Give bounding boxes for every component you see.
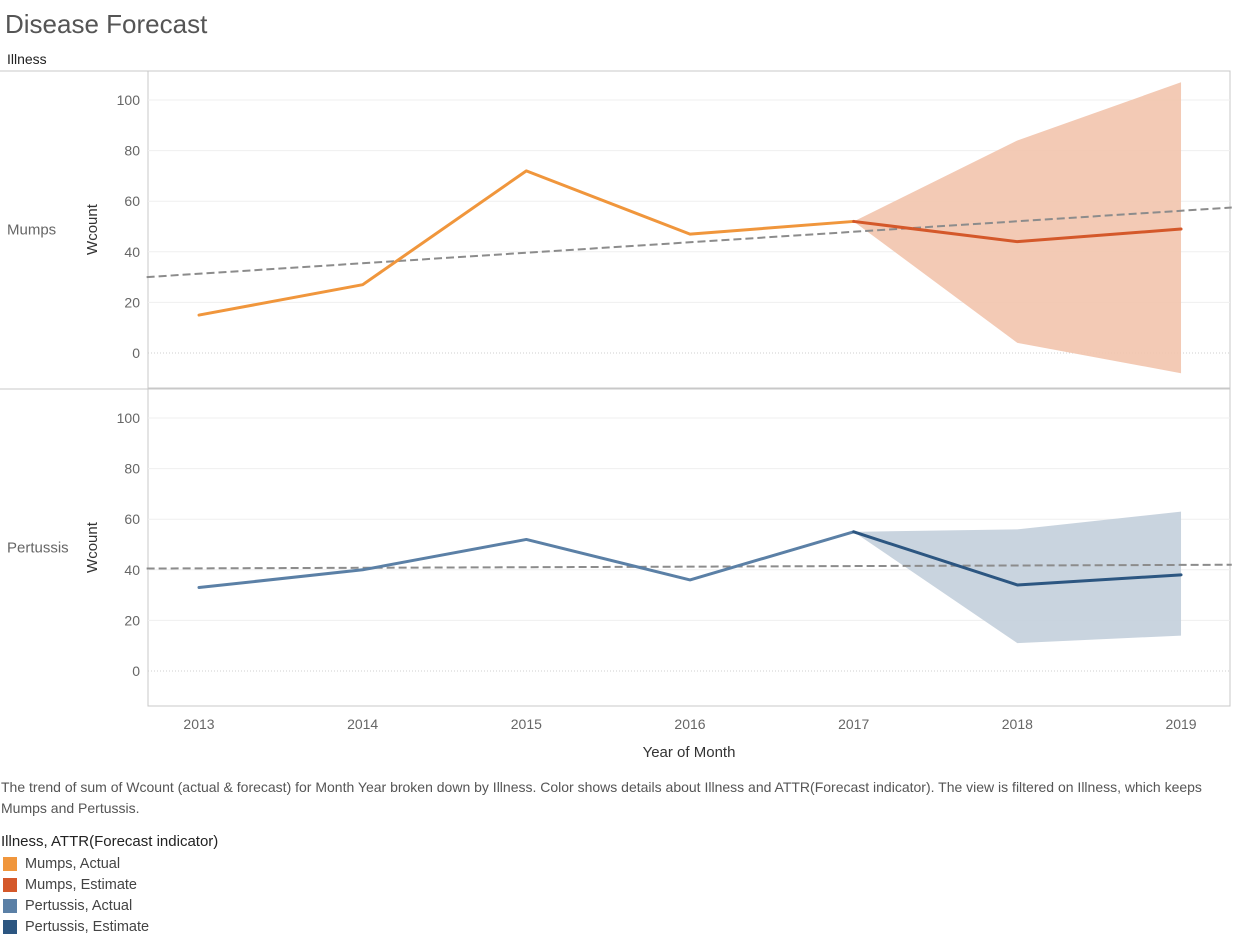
chart-caption: The trend of sum of Wcount (actual & for… <box>1 779 1202 816</box>
trend-line <box>146 206 1232 279</box>
y-tick-label: 0 <box>132 345 140 361</box>
forecast-band <box>853 82 1182 374</box>
y-tick-label: 20 <box>124 612 140 628</box>
series-line-estimate <box>852 530 1183 587</box>
y-tick-label: 60 <box>124 193 140 209</box>
panel-frame <box>147 70 1231 389</box>
legend-label: Pertussis, Estimate <box>25 918 150 935</box>
series-line-estimate <box>852 219 1183 244</box>
panel-pertussis: 0 20 40 60 80 100 Pertussis Wcount <box>0 388 1232 707</box>
row-header-mumps: Mumps <box>7 222 56 239</box>
panel-frame <box>147 388 1231 707</box>
y-tick-label: 80 <box>124 143 140 159</box>
x-tick-label: 2018 <box>1002 716 1033 732</box>
x-tick-label: 2019 <box>1165 716 1196 732</box>
trend-line <box>146 563 1232 570</box>
legend-item[interactable]: Mumps, Estimate <box>1 874 218 895</box>
y-tick-label: 60 <box>124 511 140 527</box>
x-axis-label: Year of Month <box>643 744 736 761</box>
x-tick-label: 2015 <box>511 716 542 732</box>
legend-item[interactable]: Pertussis, Estimate <box>1 916 218 937</box>
forecast-chart: 0 20 40 60 80 100 Mumps Wcount 0 20 40 60 80 100 Pertu… <box>0 70 1232 761</box>
legend-swatch <box>3 877 17 892</box>
chart-title: Disease Forecast <box>5 9 208 39</box>
y-tick-label: 0 <box>132 663 140 679</box>
legend-label: Mumps, Actual <box>25 855 121 872</box>
forecast-band <box>853 511 1182 644</box>
legend-swatch <box>3 856 17 871</box>
x-tick-label: 2014 <box>347 716 378 732</box>
y-tick-label: 40 <box>124 244 140 260</box>
x-tick-label: 2016 <box>674 716 705 732</box>
y-tick-label: 100 <box>117 410 141 426</box>
illness-header-label: Illness <box>7 51 47 67</box>
legend-swatch <box>3 898 17 913</box>
legend-item[interactable]: Mumps, Actual <box>1 853 218 874</box>
y-tick-label: 40 <box>124 562 140 578</box>
y-tick-label: 100 <box>117 92 141 108</box>
panel-mumps: 0 20 40 60 80 100 Mumps Wcount <box>0 70 1232 389</box>
legend: Illness, ATTR(Forecast indicator) Mumps,… <box>1 832 218 937</box>
row-header-pertussis: Pertussis <box>7 540 69 557</box>
y-tick-label: 80 <box>124 461 140 477</box>
series-line-actual <box>197 169 856 317</box>
legend-label: Mumps, Estimate <box>25 876 137 893</box>
y-tick-label: 20 <box>124 294 140 310</box>
series-line-actual <box>197 530 856 590</box>
y-axis-label: Wcount <box>84 521 101 573</box>
x-tick-label: 2017 <box>838 716 869 732</box>
y-axis-label: Wcount <box>84 203 101 255</box>
x-tick-label: 2013 <box>183 716 214 732</box>
legend-swatch <box>3 919 17 934</box>
legend-title: Illness, ATTR(Forecast indicator) <box>1 833 219 850</box>
legend-item[interactable]: Pertussis, Actual <box>1 895 218 916</box>
legend-label: Pertussis, Actual <box>25 897 133 914</box>
